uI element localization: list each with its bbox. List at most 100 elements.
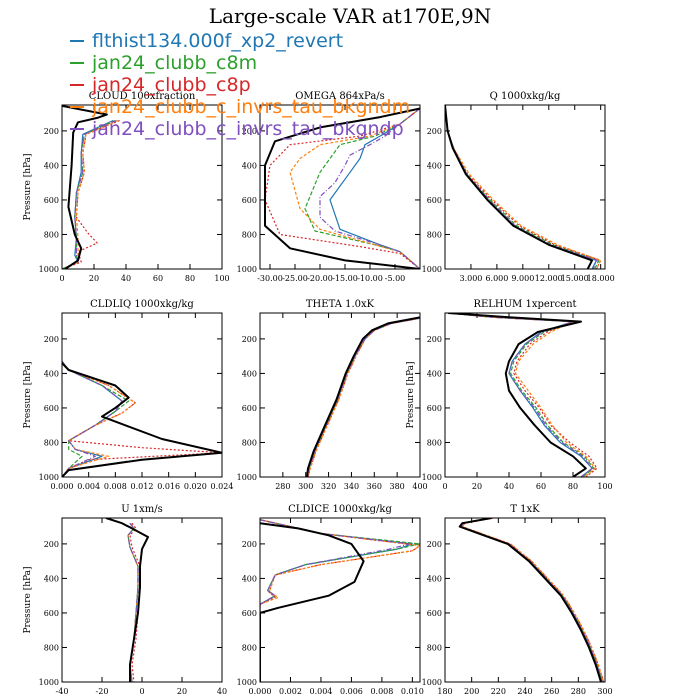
y-tick-label: 400 xyxy=(44,161,59,170)
series-line xyxy=(62,119,120,269)
plot-frame xyxy=(61,312,223,478)
panel-title: CLDLIQ 1000xkg/kg xyxy=(90,299,194,310)
x-tick-label: 0.024 xyxy=(211,482,234,491)
y-tick-label: 600 xyxy=(44,404,59,413)
series-line xyxy=(307,317,420,477)
x-tick-label: 20 xyxy=(89,274,99,283)
x-tick-label: -25.00 xyxy=(282,274,308,283)
series-line xyxy=(62,119,117,269)
series-line xyxy=(445,105,598,269)
y-tick-label: 600 xyxy=(427,404,442,413)
x-tick-label: 340 xyxy=(344,482,359,491)
y-tick-label: 1000 xyxy=(422,473,442,482)
y-tick-label: 800 xyxy=(427,438,442,447)
y-tick-label: 400 xyxy=(427,161,442,170)
x-tick-label: 40 xyxy=(217,687,227,696)
y-tick-label: 400 xyxy=(427,369,442,378)
x-tick-label: 0.006 xyxy=(340,687,363,696)
x-tick-label: 320 xyxy=(321,482,336,491)
series-line xyxy=(448,313,593,477)
x-tick-label: 220 xyxy=(491,687,506,696)
series-line xyxy=(260,519,420,682)
x-tick-label: 0.004 xyxy=(309,687,332,696)
plot-frame xyxy=(444,104,606,270)
x-tick-label: 20 xyxy=(472,482,482,491)
x-tick-label: 100 xyxy=(214,274,229,283)
series-line xyxy=(307,317,420,477)
x-tick-label: 300 xyxy=(298,482,313,491)
y-tick-label: 400 xyxy=(44,369,59,378)
x-tick-label: 380 xyxy=(390,482,405,491)
y-tick-label: 200 xyxy=(427,540,442,549)
panel-title: RELHUM 1xpercent xyxy=(473,299,576,310)
chart-panel: CLDLIQ 1000xkg/kg Pressure [hPa] 200 400 600… xyxy=(23,299,233,491)
x-tick-label: 0 xyxy=(59,274,64,283)
series-line xyxy=(307,317,420,477)
legend-entry: flthist134.000f_xp2_revert xyxy=(70,30,410,52)
x-tick-label: 0.000 xyxy=(249,687,272,696)
legend-label: jan24_clubb_c8p xyxy=(92,74,251,96)
panel-title: OMEGA 864xPa/s xyxy=(295,91,385,102)
x-tick-label: 20 xyxy=(177,687,187,696)
x-tick-label: 60 xyxy=(153,274,163,283)
chart-panel: OMEGA 864xPa/s 200 400 600 800 1000-30.00 -25.… xyxy=(237,91,421,283)
x-tick-label: 0 xyxy=(442,482,447,491)
legend-swatch xyxy=(70,40,84,42)
y-tick-label: 200 xyxy=(242,335,257,344)
x-tick-label: 12.000 xyxy=(535,274,563,283)
plot-frame xyxy=(61,517,223,683)
series-line xyxy=(460,518,603,682)
x-tick-label: 240 xyxy=(517,687,532,696)
x-tick-label: 0.010 xyxy=(401,687,424,696)
x-tick-label: 3.000 xyxy=(459,274,482,283)
reference-series-line xyxy=(62,105,108,269)
y-tick-label: 800 xyxy=(242,643,257,652)
y-tick-label: 200 xyxy=(44,540,59,549)
series-line xyxy=(307,317,420,477)
legend-label: jan24_clubb_c8m xyxy=(92,52,258,74)
reference-series-line xyxy=(62,362,222,477)
legend-entry: jan24_clubb_c8m xyxy=(70,52,410,74)
y-tick-label: 400 xyxy=(44,574,59,583)
reference-series-line xyxy=(264,107,420,269)
y-tick-label: 1000 xyxy=(422,265,442,274)
legend-swatch xyxy=(70,106,84,108)
y-tick-label: 800 xyxy=(427,230,442,239)
y-tick-label: 800 xyxy=(44,643,59,652)
y-tick-label: 1000 xyxy=(237,678,257,687)
x-tick-label: 0.012 xyxy=(131,482,154,491)
series-line xyxy=(62,360,136,477)
y-tick-label: 200 xyxy=(427,335,442,344)
y-tick-label: 1000 xyxy=(237,265,257,274)
y-tick-label: 600 xyxy=(427,609,442,618)
panel-title: Q 1000xkg/kg xyxy=(490,91,561,102)
plot-frame xyxy=(259,312,421,478)
x-tick-label: 300 xyxy=(597,687,612,696)
y-tick-label: 400 xyxy=(427,574,442,583)
x-tick-label: 9.000 xyxy=(511,274,534,283)
x-tick-label: -15.00 xyxy=(332,274,358,283)
x-tick-label: 260 xyxy=(544,687,559,696)
y-tick-label: 1000 xyxy=(39,473,59,482)
x-tick-label: 280 xyxy=(571,687,586,696)
legend-swatch xyxy=(70,128,84,130)
x-tick-label: 15.000 xyxy=(561,274,589,283)
x-tick-label: 280 xyxy=(275,482,290,491)
reference-series-line xyxy=(448,313,587,477)
y-axis-label: Pressure [hPa] xyxy=(23,361,33,428)
x-tick-label: 0 xyxy=(139,687,144,696)
y-tick-label: 400 xyxy=(242,369,257,378)
y-tick-label: 1000 xyxy=(39,265,59,274)
plot-frame xyxy=(259,517,421,683)
y-tick-label: 600 xyxy=(44,196,59,205)
legend: flthist134.000f_xp2_revert jan24_clubb_c8… xyxy=(70,30,410,140)
x-tick-label: -20.00 xyxy=(307,274,333,283)
x-tick-label: 40 xyxy=(504,482,514,491)
x-tick-label: 0.000 xyxy=(51,482,74,491)
plot-frame xyxy=(61,104,223,270)
x-tick-label: 360 xyxy=(367,482,382,491)
chart-panel: THETA 1.0xK 200 400 600 800 1000 280 300 320 340 3… xyxy=(237,299,428,491)
panel-title: THETA 1.0xK xyxy=(306,299,375,310)
y-tick-label: 200 xyxy=(44,127,59,136)
